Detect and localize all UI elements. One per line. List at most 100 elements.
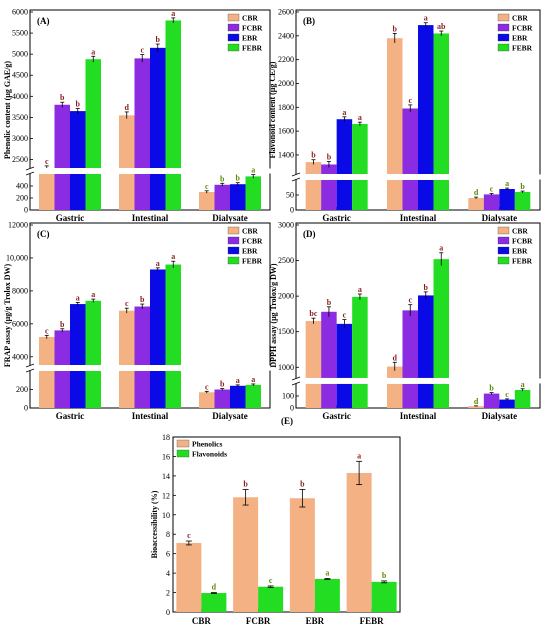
legend-swatch [497,33,510,42]
significance-letter: a [171,252,175,261]
legend-swatch [176,439,190,448]
y-tick-label: 6 [166,550,170,559]
bar [499,399,515,408]
significance-letter: b [236,174,241,183]
legend-swatch [227,43,240,52]
significance-letter: c [205,182,209,191]
panel-c: 0 200 4000 6000 8000 10,000 12000 Gastric c b a a In… [3,221,273,421]
bar [387,383,403,408]
bar [352,123,368,174]
significance-letter: a [521,380,525,389]
y-tick-label: 50 [286,191,294,200]
significance-letter: c [408,296,412,305]
legend-swatch [227,226,240,235]
y-tick-label: 8000 [12,286,28,295]
panel-d: 010010001500200025003000GastricbcbcaInte… [269,221,543,421]
legend-swatch [227,13,240,22]
bar [514,389,531,408]
y-tick-label: 2000 [278,79,294,88]
significance-letter: b [220,174,225,183]
panel-label: (C) [37,229,50,239]
bar [402,108,418,174]
x-tick-label: CBR [192,616,212,625]
legend-swatch [497,236,510,245]
significance-letter: b [424,283,429,292]
significance-letter: b [60,93,65,102]
y-tick-label: 2500 [12,155,28,164]
y-tick-label: 2500 [278,256,294,265]
bar [150,269,166,365]
legend-swatch [497,23,510,32]
bar [165,174,181,210]
bar [39,337,55,365]
y-tick-label: 4000 [12,352,28,361]
bar [230,385,246,408]
legend-label: CBR [512,14,528,23]
y-tick-label: 16 [162,452,170,461]
y-tick-label: 4000 [12,92,28,101]
axis-break [27,365,273,371]
bar [483,393,500,408]
significance-letter: a [439,244,443,253]
y-tick-label: 1600 [278,127,294,136]
bar [352,296,368,378]
legend-swatch [497,226,510,235]
axis-break-mark [291,177,301,182]
legend-label: CBR [242,14,258,23]
significance-letter: b [60,320,65,329]
significance-letter: a [171,9,175,18]
bar [499,189,515,210]
bar [352,383,368,408]
y-tick-label: 2400 [278,31,294,40]
bar [70,304,86,365]
legend-label: FCBR [512,24,533,33]
y-tick-label: 200 [16,385,28,394]
y-tick-label: 0 [24,404,28,413]
legend-swatch [227,33,240,42]
bar [233,497,259,612]
significance-letter: b [300,480,305,489]
bar [387,38,403,174]
panel-label: (D) [303,229,316,239]
significance-letter: a [325,568,329,577]
panel-label: (E) [281,416,293,426]
y-tick-label: 0 [290,206,294,215]
axis-break [293,174,543,180]
y-tick-label: 0 [166,608,170,617]
y-tick-label: 10,000 [6,253,28,262]
x-tick-label: Dialysate [482,411,518,421]
bar [468,198,484,210]
bar [230,184,246,210]
y-tick-label: 0 [24,206,28,215]
x-tick-label: Gastric [56,411,85,421]
bar [119,310,135,365]
y-tick-label: 3000 [12,134,28,143]
y-axis-label: FRAP assay (µg/g Trolox DW) [3,264,12,368]
legend-label: FCBR [242,237,263,246]
y-tick-label: 400 [16,182,28,191]
axis-break-mark [291,172,301,177]
x-tick-label: Intestinal [132,213,169,223]
legend-label: EBR [242,34,258,43]
bar [150,174,166,210]
bar [54,330,70,365]
y-tick-label: 4 [166,569,170,578]
bar [314,578,340,612]
x-tick-label: FCBR [246,616,271,625]
significance-letter: a [342,108,346,117]
x-tick-label: Gastric [56,213,85,223]
bar [165,371,181,408]
y-tick-label: 6000 [12,8,28,17]
significance-letter: a [424,14,428,23]
significance-letter: c [205,382,209,391]
legend-swatch [227,256,240,265]
bar [289,498,315,612]
panel-e: 0 2 4 6 8 10 12 14 16 18 CBR c d FCBR b c EBR b a FEBR a b (E)… [150,416,401,625]
significance-letter: a [236,376,240,385]
legend-label: EBR [512,247,528,256]
bar [321,311,337,378]
bar [336,180,353,210]
x-tick-label: Dialysate [482,213,518,223]
significance-letter: c [187,531,191,540]
bar [176,542,202,612]
